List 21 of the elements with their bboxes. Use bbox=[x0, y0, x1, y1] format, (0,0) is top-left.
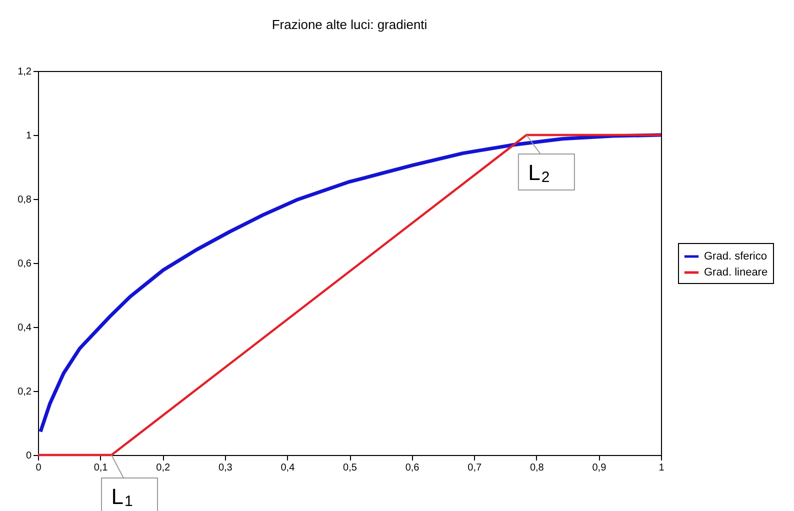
x-tick-label: 0,2 bbox=[156, 462, 170, 474]
x-tick-label: 0,4 bbox=[280, 462, 296, 474]
y-tick-label: 0,6 bbox=[18, 258, 32, 270]
x-tick-label: 0,1 bbox=[94, 462, 108, 474]
legend-label: Grad. lineare bbox=[704, 266, 768, 278]
y-tick-label: 0,8 bbox=[18, 194, 32, 206]
x-tick-label: 0,8 bbox=[530, 462, 544, 474]
y-tick-label: 0,2 bbox=[18, 386, 32, 398]
x-tick-label: 0,3 bbox=[218, 462, 233, 474]
x-tick-label: 1 bbox=[658, 462, 665, 474]
x-tick-label: 0,7 bbox=[468, 462, 482, 474]
x-tick-label: 0,6 bbox=[405, 462, 420, 474]
y-tick-label: 1 bbox=[26, 130, 32, 142]
legend-label: Grad. sferico bbox=[704, 250, 767, 262]
y-tick-label: 0,4 bbox=[18, 322, 32, 334]
chart-title: Frazione alte luci: gradienti bbox=[272, 17, 428, 32]
y-tick-label: 1,2 bbox=[18, 66, 32, 78]
x-tick-label: 0,5 bbox=[343, 462, 358, 474]
x-tick-label: 0 bbox=[36, 462, 42, 474]
x-tick-label: 0,9 bbox=[592, 462, 607, 474]
y-tick-label: 0 bbox=[26, 450, 32, 462]
